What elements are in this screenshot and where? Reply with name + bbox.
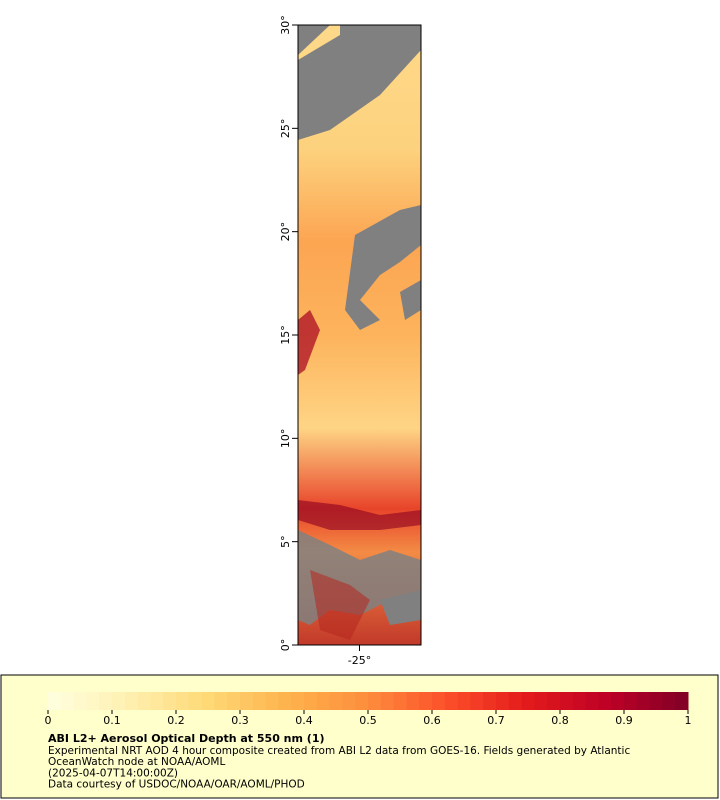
- colorbar-cell: [675, 692, 689, 710]
- colorbar-cell: [406, 692, 420, 710]
- y-tick-label: 5°: [279, 535, 292, 548]
- colorbar-tick-label: 0.1: [103, 714, 121, 727]
- colorbar-cell: [342, 692, 356, 710]
- colorbar-cell: [73, 692, 87, 710]
- colorbar-cell: [547, 692, 561, 710]
- legend-line: (2025-04-07T14:00:00Z): [48, 767, 178, 779]
- colorbar-cell: [470, 692, 484, 710]
- colorbar-cell: [393, 692, 407, 710]
- y-tick-label: 0°: [279, 639, 292, 652]
- colorbar-cell: [572, 692, 587, 710]
- colorbar-cell: [521, 692, 535, 710]
- colorbar-cell: [598, 692, 612, 710]
- colorbar-cell: [304, 692, 318, 710]
- colorbar-cell: [48, 692, 62, 710]
- colorbar-cell: [419, 692, 433, 710]
- colorbar-cell: [585, 692, 599, 710]
- colorbar-cell: [291, 692, 305, 710]
- colorbar-tick-label: 0.7: [487, 714, 505, 727]
- y-tick-label: 10°: [279, 429, 292, 449]
- colorbar-cell: [124, 692, 139, 710]
- colorbar-tick-label: 0.4: [295, 714, 313, 727]
- colorbar-cell: [316, 692, 331, 710]
- colorbar-tick-label: 0.5: [359, 714, 377, 727]
- x-tick-label: -25°: [348, 654, 371, 667]
- colorbar-cell: [508, 692, 523, 710]
- colorbar-tick-label: 0.6: [423, 714, 441, 727]
- legend-line: Data courtesy of USDOC/NOAA/OAR/AOML/PHO…: [48, 779, 305, 791]
- y-tick-label: 30°: [279, 15, 292, 35]
- colorbar-cell: [624, 692, 638, 710]
- y-tick-label: 15°: [279, 325, 292, 345]
- colorbar-cell: [227, 692, 241, 710]
- colorbar-cell: [112, 692, 126, 710]
- colorbar-cell: [137, 692, 151, 710]
- legend-line: OceanWatch node at NOAA/AOML: [48, 756, 225, 768]
- y-tick-label: 25°: [279, 119, 292, 139]
- colorbar-cell: [188, 692, 203, 710]
- aod-field: [298, 25, 421, 645]
- colorbar-cell: [60, 692, 75, 710]
- colorbar-cell: [150, 692, 164, 710]
- colorbar-cell: [444, 692, 459, 710]
- colorbar-cell: [368, 692, 382, 710]
- colorbar-cell: [560, 692, 574, 710]
- colorbar-cell: [99, 692, 113, 710]
- colorbar-tick-label: 0.3: [231, 714, 249, 727]
- colorbar-cell: [201, 692, 215, 710]
- colorbar-cell: [265, 692, 279, 710]
- colorbar-cell: [163, 692, 177, 710]
- colorbar-cell: [252, 692, 267, 710]
- colorbar-cell: [457, 692, 471, 710]
- colorbar-cell: [176, 692, 190, 710]
- colorbar-cell: [534, 692, 548, 710]
- colorbar-cell: [278, 692, 292, 710]
- colorbar-cell: [86, 692, 100, 710]
- colorbar-tick-label: 0: [45, 714, 52, 727]
- colorbar-cell: [496, 692, 510, 710]
- colorbar-cell: [214, 692, 228, 710]
- y-tick-label: 20°: [279, 222, 292, 242]
- colorbar-cell: [483, 692, 497, 710]
- colorbar-cell: [380, 692, 395, 710]
- colorbar-cell: [662, 692, 676, 710]
- colorbar-tick-label: 0.9: [615, 714, 633, 727]
- colorbar-tick-label: 1: [685, 714, 692, 727]
- colorbar-tick-label: 0.8: [551, 714, 569, 727]
- legend-line: Experimental NRT AOD 4 hour composite cr…: [48, 745, 630, 757]
- colorbar-cell: [355, 692, 369, 710]
- colorbar-cell: [329, 692, 343, 710]
- colorbar-tick-label: 0.2: [167, 714, 185, 727]
- colorbar-cell: [636, 692, 651, 710]
- colorbar-cell: [649, 692, 663, 710]
- colorbar-cell: [432, 692, 446, 710]
- legend-title: ABI L2+ Aerosol Optical Depth at 550 nm …: [48, 732, 325, 745]
- colorbar-cell: [240, 692, 254, 710]
- colorbar-cell: [611, 692, 625, 710]
